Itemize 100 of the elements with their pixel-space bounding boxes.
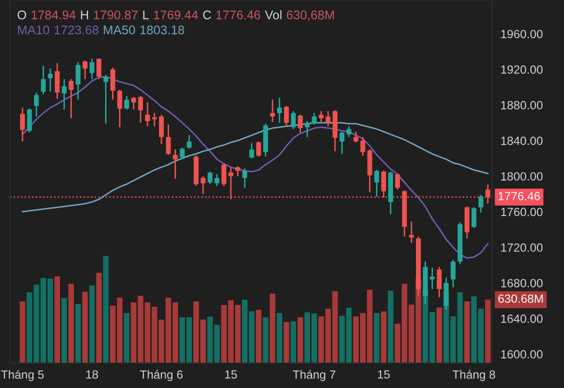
y-tick-label: 1920.00: [501, 65, 543, 74]
candlestick: [298, 114, 303, 134]
bar: [75, 304, 81, 363]
bar: [436, 307, 442, 363]
candlestick: [68, 78, 74, 120]
candlestick: [277, 97, 282, 124]
candlestick: [34, 92, 39, 118]
annotation: 1784.94: [32, 10, 76, 20]
text: MA50: [104, 26, 136, 34]
bar: [256, 310, 262, 363]
candlestick: [395, 172, 400, 190]
x-tick-label: 15: [225, 370, 237, 379]
candlestick: [117, 89, 122, 128]
text: 630.68M: [498, 294, 543, 303]
bar: [20, 301, 26, 363]
text: MA10: [18, 26, 50, 34]
candlestick: [249, 142, 254, 160]
y-tick-label: 1840.00: [501, 136, 543, 145]
bar: [388, 290, 394, 363]
annotation: 1769.44: [154, 10, 198, 20]
candlestick: [450, 259, 456, 288]
bar: [284, 322, 290, 363]
annotation: C: [203, 10, 212, 20]
candlestick: [326, 110, 331, 128]
candlestick: [27, 108, 32, 134]
candlestick: [48, 68, 53, 92]
bar: [270, 294, 276, 363]
candlestick: [158, 114, 164, 145]
x-tick-label: Tháng 6: [140, 370, 183, 382]
bar: [290, 321, 296, 363]
candlestick: [90, 58, 94, 80]
annotation: 1723.68: [54, 26, 98, 34]
candlestick: [208, 171, 212, 185]
bar: [89, 285, 95, 363]
annotation: 630,68M: [286, 10, 334, 21]
candlestick: [103, 74, 108, 124]
bar: [485, 300, 491, 363]
bar: [374, 313, 380, 363]
bar: [96, 272, 102, 363]
bar: [54, 276, 60, 363]
x-tick-label: 15: [378, 370, 390, 379]
candlestick: [478, 194, 484, 214]
annotation: 1776.46: [216, 10, 260, 20]
candlestick: [20, 106, 25, 142]
candlestick: [270, 98, 275, 123]
candlestick: [228, 166, 234, 200]
candlestick: [214, 174, 220, 187]
bar: [68, 284, 74, 363]
annotation: Vol: [264, 10, 282, 20]
candlestick: [124, 95, 130, 110]
candlestick: [40, 65, 46, 96]
candlestick: [353, 130, 358, 144]
x-tick-label: Tháng 5: [1, 370, 44, 382]
candlestick: [54, 62, 60, 100]
bar: [124, 313, 130, 363]
candlestick: [360, 136, 366, 156]
y-tick-label: 1720.00: [501, 243, 543, 252]
candlestick: [221, 163, 226, 187]
bar: [103, 256, 109, 363]
candlestick: [256, 140, 262, 158]
candlestick: [436, 266, 442, 298]
candlestick: [166, 124, 171, 156]
candlestick: [381, 170, 386, 198]
x-tick-label: Tháng 7: [292, 370, 336, 382]
candlestick: [76, 62, 80, 100]
bar: [82, 292, 88, 363]
y-tick-label: 1760.00: [501, 208, 543, 216]
y-tick-label: 1680.00: [501, 278, 543, 288]
bar: [61, 298, 67, 363]
candlestick: [284, 105, 289, 128]
candlestick: [485, 184, 490, 204]
bar: [464, 301, 470, 363]
candlestick: [96, 58, 102, 80]
y-tick-label: 1640.00: [501, 314, 543, 323]
candlestick: [200, 175, 206, 195]
candlestick: [172, 148, 178, 180]
annotation: O: [18, 10, 26, 20]
candlestick: [82, 60, 88, 80]
y-tick-label: 1800.00: [501, 172, 543, 181]
y-tick-label: 1600.00: [501, 350, 543, 358]
bar: [262, 317, 268, 363]
candlestick: [472, 206, 476, 228]
annotation: 1790.87: [94, 10, 138, 20]
x-tick-label: Tháng 8: [452, 370, 496, 382]
candlestick: [290, 110, 296, 130]
candlestick: [430, 267, 435, 290]
ref-line-label: 1776.46: [498, 192, 540, 200]
candlestick: [180, 146, 185, 160]
y-tick-label: 1880.00: [501, 101, 543, 110]
candlestick: [318, 110, 324, 123]
candlestick: [145, 102, 150, 128]
candlestick: [340, 130, 344, 155]
candlestick: [242, 167, 248, 188]
candlestick: [131, 96, 136, 110]
annotation: L: [143, 10, 149, 20]
candlestick: [374, 169, 380, 198]
annotation: 1803.18: [140, 26, 184, 34]
candlestick: [62, 78, 67, 110]
bar: [380, 311, 386, 363]
candlestick: [346, 126, 352, 138]
